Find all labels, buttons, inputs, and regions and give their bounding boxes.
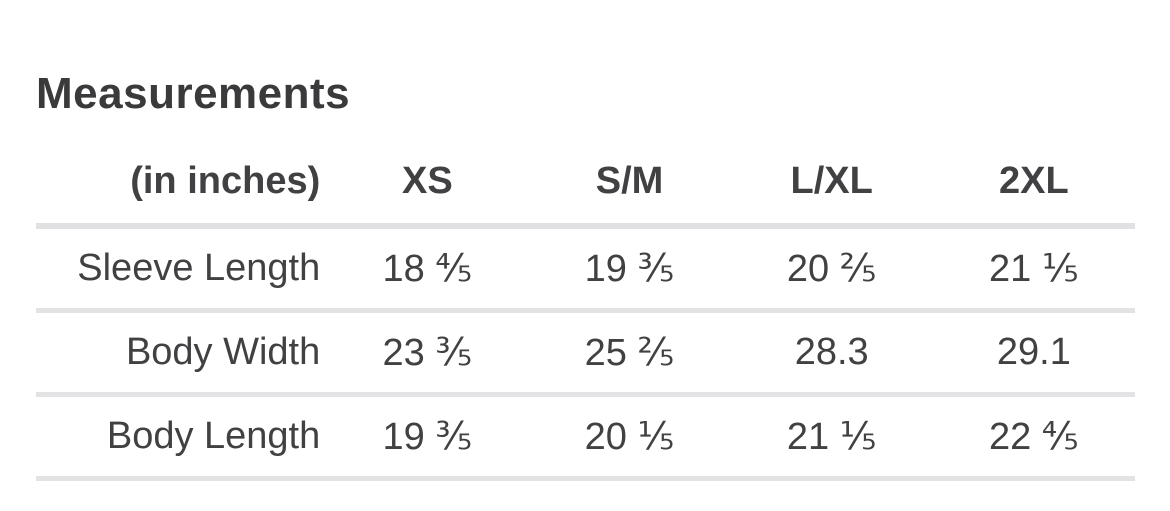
- measurements-section: Measurements (in inches) XS S/M L/XL 2XL…: [36, 69, 1135, 481]
- column-header-xs: XS: [326, 140, 529, 229]
- measurement-cell-sleeve-sm: 19 ⅗: [528, 226, 731, 313]
- table-row-body-width: Body Width 23 ⅗ 25 ⅖ 28.3 29.1: [36, 310, 1135, 397]
- measurements-table: (in inches) XS S/M L/XL 2XL Sleeve Lengt…: [36, 140, 1135, 481]
- row-label-body-width: Body Width: [36, 310, 327, 397]
- column-header-lxl: L/XL: [730, 140, 933, 229]
- measurement-cell-sleeve-lxl: 20 ⅖: [730, 226, 933, 313]
- measurement-cell-width-2xl: 29.1: [932, 310, 1135, 397]
- measurement-cell-sleeve-2xl: 21 ⅕: [932, 226, 1135, 313]
- measurement-cell-width-xs: 23 ⅗: [326, 310, 529, 397]
- table-row-sleeve-length: Sleeve Length 18 ⅘ 19 ⅗ 20 ⅖ 21 ⅕: [36, 226, 1135, 313]
- table-row-body-length: Body Length 19 ⅗ 20 ⅕ 21 ⅕ 22 ⅘: [36, 394, 1135, 481]
- row-label-body-length: Body Length: [36, 394, 327, 481]
- measurement-cell-length-2xl: 22 ⅘: [932, 394, 1135, 481]
- measurement-cell-length-sm: 20 ⅕: [528, 394, 731, 481]
- page-title: Measurements: [36, 69, 351, 118]
- row-label-sleeve-length: Sleeve Length: [36, 226, 327, 313]
- measurement-cell-sleeve-xs: 18 ⅘: [326, 226, 529, 313]
- column-header-2xl: 2XL: [932, 140, 1135, 229]
- unit-label: (in inches): [36, 140, 327, 229]
- measurement-cell-width-sm: 25 ⅖: [528, 310, 731, 397]
- measurement-cell-length-xs: 19 ⅗: [326, 394, 529, 481]
- table-header-row: (in inches) XS S/M L/XL 2XL: [36, 140, 1135, 229]
- measurement-cell-length-lxl: 21 ⅕: [730, 394, 933, 481]
- measurement-cell-width-lxl: 28.3: [730, 310, 933, 397]
- column-header-sm: S/M: [528, 140, 731, 229]
